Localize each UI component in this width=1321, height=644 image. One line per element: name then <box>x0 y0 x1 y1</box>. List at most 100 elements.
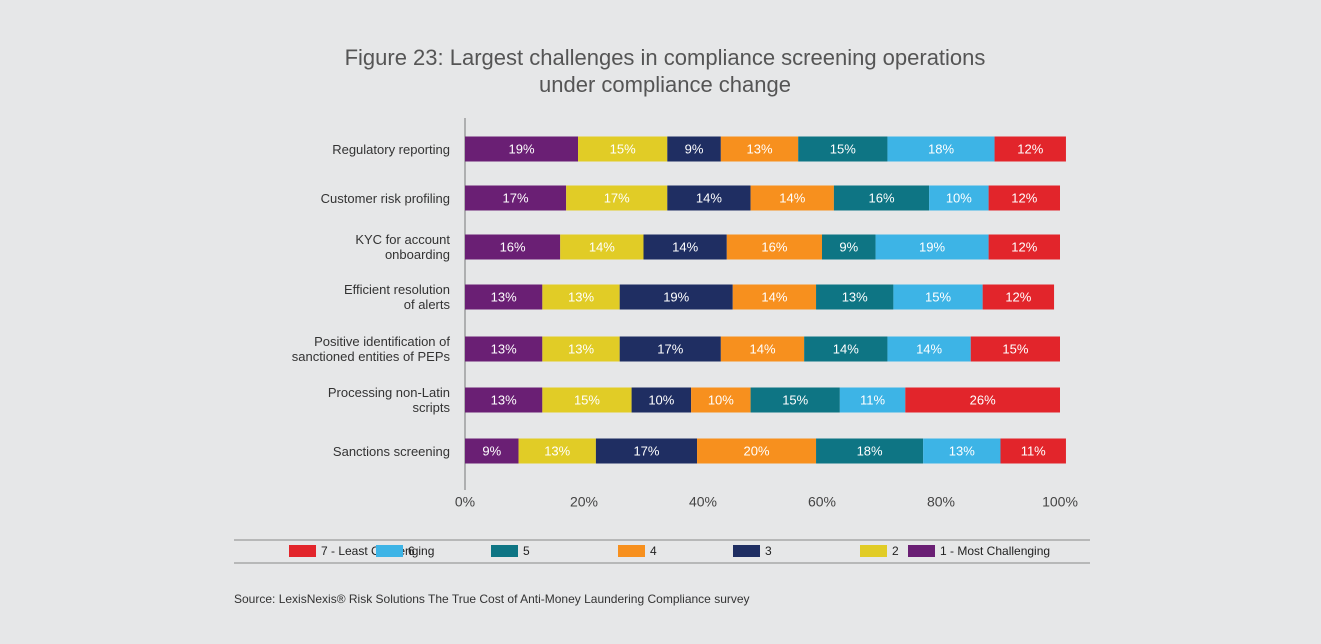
value-label: 17% <box>604 190 630 205</box>
bar-segment <box>839 387 906 413</box>
category-label: Sanctions screening <box>332 443 450 459</box>
value-label: 10% <box>648 392 674 407</box>
value-label: 13% <box>949 443 975 458</box>
value-label: 16% <box>761 239 787 254</box>
legend-label: 3 <box>765 544 772 558</box>
legend-swatch <box>289 545 316 557</box>
bar-segment <box>560 234 644 260</box>
legend-label: 4 <box>650 544 657 558</box>
bar-segment <box>465 336 543 362</box>
bar-segment <box>970 336 1060 362</box>
value-label: 13% <box>747 141 773 156</box>
x-tick-label: 20% <box>570 494 598 510</box>
bar-segment <box>518 438 596 464</box>
legend-label: 5 <box>523 544 530 558</box>
bar-segment <box>631 387 692 413</box>
legend-swatch <box>733 545 760 557</box>
bar-segment <box>982 284 1055 310</box>
bar-segment <box>816 284 894 310</box>
bar-segment <box>923 438 1001 464</box>
value-label: 14% <box>589 239 615 254</box>
category-label: Efficient resolution of alerts <box>344 282 450 312</box>
bar-segment <box>619 284 733 310</box>
bar-segment <box>887 336 971 362</box>
bar-segment <box>720 136 799 162</box>
bar-segment <box>1000 438 1066 464</box>
value-label: 14% <box>779 190 805 205</box>
bar-segment <box>465 284 543 310</box>
value-label: 19% <box>509 141 535 156</box>
value-label: 15% <box>782 392 808 407</box>
value-label: 18% <box>857 443 883 458</box>
value-label: 15% <box>1002 341 1028 356</box>
bar-segment <box>905 387 1060 413</box>
x-tick-label: 100% <box>1042 494 1078 510</box>
bar-segment <box>542 284 620 310</box>
legend-swatch <box>618 545 645 557</box>
category-label: KYC for account onboarding <box>355 232 450 262</box>
legend-swatch <box>376 545 403 557</box>
legend-label: 6 <box>408 544 415 558</box>
bar-segment <box>566 185 668 211</box>
value-label: 11% <box>860 392 885 407</box>
value-label: 15% <box>574 392 600 407</box>
bar-segment <box>833 185 930 211</box>
bar-segment <box>542 387 632 413</box>
value-label: 17% <box>503 190 529 205</box>
bar-segment <box>542 336 620 362</box>
value-label: 13% <box>568 341 594 356</box>
x-tick-label: 80% <box>927 494 955 510</box>
bar-segment <box>994 136 1066 162</box>
value-label: 13% <box>544 443 570 458</box>
x-tick-label: 60% <box>808 494 836 510</box>
category-label: Regulatory reporting <box>332 141 450 157</box>
bar-segment <box>726 234 822 260</box>
bar-segment <box>798 136 888 162</box>
bar-segment <box>732 284 817 310</box>
bar-segment <box>822 234 876 260</box>
bar-segment <box>875 234 989 260</box>
value-label: 20% <box>744 443 770 458</box>
value-label: 15% <box>830 141 856 156</box>
value-label: 9% <box>685 141 704 156</box>
legend-label: 2 <box>892 544 899 558</box>
bar-segment <box>750 387 840 413</box>
value-label: 15% <box>925 289 951 304</box>
bar-segment <box>988 234 1060 260</box>
value-label: 19% <box>919 239 945 254</box>
x-tick-label: 0% <box>455 494 475 510</box>
value-label: 14% <box>749 341 775 356</box>
value-label: 26% <box>970 392 996 407</box>
chart-title: Figure 23: Largest challenges in complia… <box>344 45 986 97</box>
bar-segment <box>578 136 668 162</box>
category-label: Positive identification of sanctioned en… <box>291 334 450 364</box>
legend-label: 1 - Most Challenging <box>940 544 1050 558</box>
category-label: Customer risk profiling <box>320 190 450 206</box>
legend-swatch <box>860 545 887 557</box>
bar-segment <box>465 136 579 162</box>
value-label: 14% <box>672 239 698 254</box>
value-label: 10% <box>708 392 734 407</box>
value-label: 9% <box>482 443 501 458</box>
value-label: 10% <box>946 190 972 205</box>
value-label: 13% <box>842 289 868 304</box>
value-label: 12% <box>1011 190 1037 205</box>
bar-segment <box>816 438 924 464</box>
value-label: 16% <box>500 239 526 254</box>
value-label: 14% <box>916 341 942 356</box>
value-label: 13% <box>491 341 517 356</box>
value-label: 11% <box>1021 443 1046 458</box>
value-label: 13% <box>568 289 594 304</box>
value-label: 14% <box>696 190 722 205</box>
value-label: 14% <box>761 289 787 304</box>
value-label: 12% <box>1011 239 1037 254</box>
value-label: 12% <box>1017 141 1043 156</box>
value-label: 16% <box>868 190 894 205</box>
bar-segment <box>720 336 805 362</box>
category-label: Processing non-Latin scripts <box>327 385 450 415</box>
value-label: 18% <box>928 141 954 156</box>
bar-segment <box>667 136 721 162</box>
bar-segment <box>929 185 989 211</box>
bar-segment <box>465 438 519 464</box>
